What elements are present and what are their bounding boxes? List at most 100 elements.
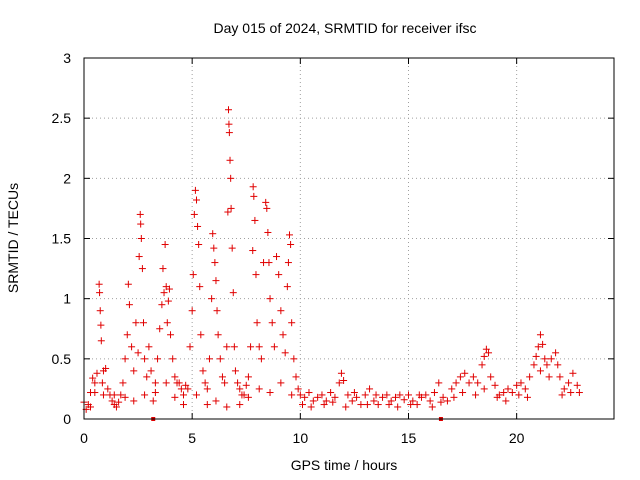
data-point [465,379,473,387]
data-point [151,389,159,397]
data-point [536,367,544,375]
data-point [357,401,365,409]
data-point [247,343,255,351]
data-point [225,129,233,137]
data-point [539,340,547,348]
data-point [214,331,222,339]
data-point [283,283,291,291]
data-point [119,379,127,387]
data-point [177,385,185,393]
data-point [255,343,263,351]
y-tick-label: 1 [63,291,71,307]
data-point [353,393,361,401]
data-point [138,265,146,273]
data-point [169,355,177,363]
data-point [224,208,232,216]
data-point [485,349,493,357]
data-point [335,379,343,387]
data-point [102,364,110,372]
data-point [277,379,285,387]
data-point [374,401,382,409]
data-point [143,373,151,381]
data-point [218,373,226,381]
data-point [428,403,436,411]
data-point [448,385,456,393]
data-point [545,373,553,381]
data-point [229,289,237,297]
y-tick-label: 3 [63,50,71,66]
data-point [180,391,188,399]
data-point [199,367,207,375]
data-point [164,297,172,305]
data-point [91,389,99,397]
data-point [543,361,551,369]
data-point [190,210,198,218]
data-point [301,393,309,401]
data-point [161,241,169,249]
data-point [396,391,404,399]
data-point [573,381,581,389]
data-point [158,301,166,309]
data-point [125,301,133,309]
data-point [443,397,451,405]
data-point [240,391,248,399]
data-point [392,393,400,401]
data-point [407,401,415,409]
data-point [552,349,560,357]
data-point [469,373,477,381]
data-point [327,389,335,397]
data-point [154,355,162,363]
data-point [530,361,538,369]
data-point [184,385,192,393]
data-point [331,393,339,401]
data-point [137,220,145,228]
data-point [305,389,313,397]
data-point [227,174,235,182]
y-tick-label: 2.5 [52,110,72,126]
data-point [196,283,204,291]
data-point [141,355,149,363]
data-point [189,271,197,279]
data-point [251,216,259,224]
data-point [250,192,258,200]
data-point [223,343,231,351]
x-tick-label: 15 [401,430,417,446]
data-point [430,389,438,397]
data-point [387,397,395,405]
data-point [534,343,542,351]
data-point [162,379,170,387]
data-point [348,397,356,405]
data-point [523,393,531,401]
data-point [461,369,469,377]
data-point [541,355,549,363]
data-point [171,373,179,381]
data-point [93,369,101,377]
axis-ticks: 0 0.5 1 1.5 2 2.5 3 0 5 10 15 20 [52,50,614,446]
data-point [117,391,125,399]
data-point [296,391,304,399]
data-point [225,106,233,114]
data-point [244,393,252,401]
data-point [121,355,129,363]
data-point [205,355,213,363]
data-point [493,393,501,401]
data-point [508,389,516,397]
data-point [273,253,281,261]
data-point [139,319,147,327]
data-point [439,393,447,401]
data-point [502,397,510,405]
data-point [480,385,488,393]
data-point [96,307,104,315]
gridlines [84,58,614,419]
data-point [226,156,234,164]
data-point [350,389,358,397]
data-point [487,373,495,381]
data-point [309,397,317,405]
data-point [298,401,306,409]
data-point [372,391,380,399]
y-tick-label: 1.5 [52,231,72,247]
data-point [262,198,270,206]
data-point [409,397,417,405]
data-point [521,385,529,393]
